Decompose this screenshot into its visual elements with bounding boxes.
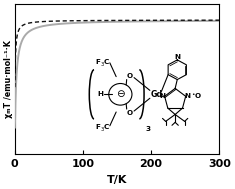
X-axis label: T/K: T/K [107,175,127,185]
Y-axis label: χₘT /emu·mol⁻¹·K: χₘT /emu·mol⁻¹·K [4,40,13,118]
